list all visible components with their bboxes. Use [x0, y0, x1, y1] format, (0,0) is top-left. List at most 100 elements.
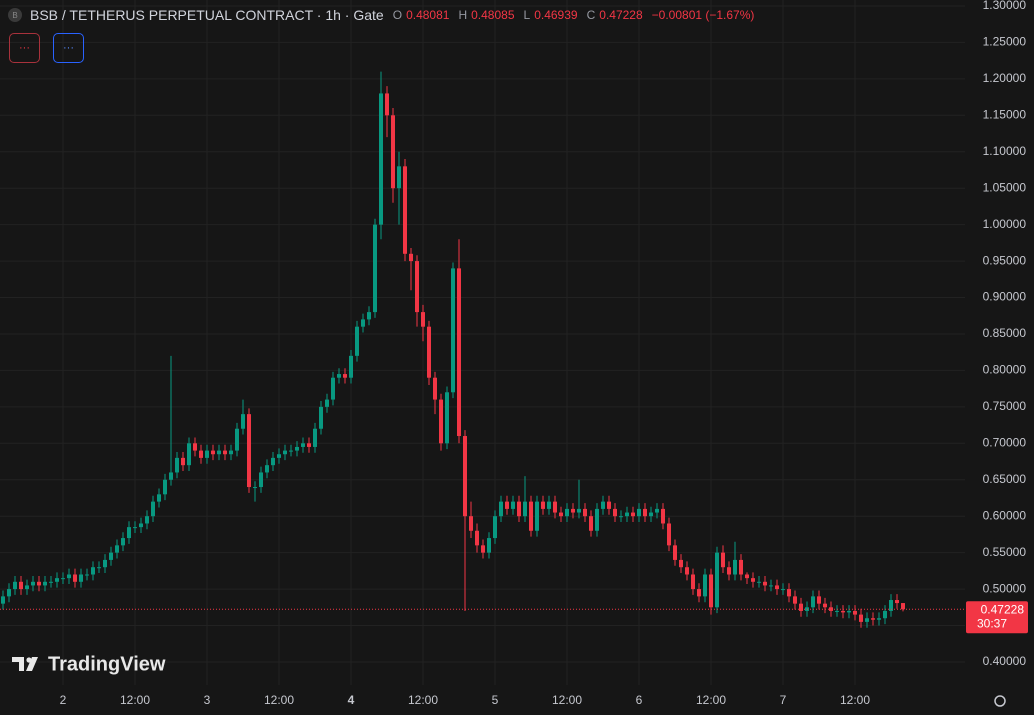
candle-body: [361, 319, 365, 327]
candle-body: [811, 596, 815, 608]
candle-body: [337, 374, 341, 378]
x-tick-label: 12:00: [552, 693, 582, 707]
candle-body: [427, 326, 431, 378]
candle-body: [643, 508, 647, 517]
candle-body: [775, 585, 779, 590]
candle-body: [247, 414, 251, 488]
x-tick-label: 7: [780, 693, 787, 707]
candle-body: [853, 610, 857, 615]
candle-body: [769, 585, 773, 587]
candle-body: [115, 545, 119, 553]
candle-body: [127, 527, 131, 539]
candle-body: [871, 618, 875, 620]
candle-body: [607, 501, 611, 509]
candle-body: [565, 508, 569, 517]
candle-body: [523, 501, 527, 517]
candle-body: [457, 268, 461, 437]
x-tick-label: 2: [60, 693, 67, 707]
settings-icon: [994, 695, 1006, 707]
candle-body: [97, 567, 101, 569]
candle-body: [877, 618, 881, 620]
candle-body: [817, 596, 821, 604]
indicator-button[interactable]: ···: [53, 33, 84, 63]
x-tick-label: 12:00: [408, 693, 438, 707]
candle-body: [583, 508, 587, 517]
candle-body: [343, 374, 347, 378]
candle-body: [661, 508, 665, 524]
candle-body: [649, 512, 653, 517]
candle-body: [469, 516, 473, 531]
candle-body: [637, 508, 641, 517]
candle-body: [313, 428, 317, 447]
candle-body: [25, 585, 29, 590]
candle-body: [625, 512, 629, 517]
candle-body: [319, 406, 323, 429]
candle-body: [103, 559, 107, 568]
candle-body: [235, 428, 239, 451]
candle-body: [433, 377, 437, 400]
y-tick-label: 1.05000: [983, 180, 1027, 194]
candle-body: [295, 446, 299, 451]
y-tick-label: 0.90000: [983, 290, 1027, 304]
candle-body: [859, 614, 863, 622]
ohlc-key: L: [523, 8, 531, 22]
candle-body: [7, 589, 11, 597]
x-tick-label: 3: [204, 693, 211, 707]
candle-body: [61, 578, 65, 580]
header: B BSB / TETHERUS PERPETUAL CONTRACT · 1h…: [8, 7, 754, 23]
candle-body: [157, 494, 161, 502]
candle-body: [577, 508, 581, 513]
candle-body: [571, 508, 575, 513]
candle-body: [199, 450, 203, 458]
candle-body: [499, 501, 503, 517]
candle-body: [373, 224, 377, 313]
y-tick-label: 0.50000: [983, 581, 1027, 595]
candle-body: [349, 355, 353, 378]
candle-body: [895, 600, 899, 604]
candle-body: [151, 501, 155, 517]
candle-body: [613, 508, 617, 517]
candle-body: [79, 574, 83, 582]
candle-body: [445, 392, 449, 444]
candle-body: [601, 501, 605, 509]
candle-body: [307, 443, 311, 447]
y-tick-label: 1.25000: [983, 35, 1027, 49]
candle-body: [31, 581, 35, 586]
ohlc-value: 0.46939: [534, 8, 578, 22]
candle-body: [505, 501, 509, 509]
candle-body: [541, 501, 545, 509]
candle-body: [781, 589, 785, 591]
candle-body: [55, 578, 59, 582]
candle-body: [415, 261, 419, 313]
candle-body: [799, 603, 803, 611]
countdown-label: 30:37: [977, 616, 1007, 630]
candle-body: [241, 414, 245, 429]
candle-body: [721, 552, 725, 568]
candle-body: [391, 115, 395, 189]
candle-body: [733, 559, 737, 575]
x-tick-label: 12:00: [696, 693, 726, 707]
candle-body: [901, 603, 905, 610]
candle-body: [679, 559, 683, 568]
candle-body: [745, 574, 749, 579]
candle-body: [715, 552, 719, 608]
candle-body: [85, 574, 89, 576]
candle-body: [553, 501, 557, 513]
indicator-button[interactable]: ···: [9, 33, 40, 63]
ohlc-key: O: [392, 8, 403, 22]
candle-body: [289, 450, 293, 452]
candle-body: [67, 574, 71, 579]
symbol-title: BSB / TETHERUS PERPETUAL CONTRACT · 1h ·…: [30, 7, 384, 23]
candle-body: [409, 253, 413, 262]
candle-body: [481, 545, 485, 553]
candle-body: [547, 501, 551, 509]
y-tick-label: 1.15000: [983, 107, 1027, 121]
x-tick-label: 5: [492, 693, 499, 707]
candle-body: [709, 574, 713, 608]
candle-body: [793, 596, 797, 604]
candle-body: [187, 443, 191, 466]
candle-body: [1, 596, 5, 604]
